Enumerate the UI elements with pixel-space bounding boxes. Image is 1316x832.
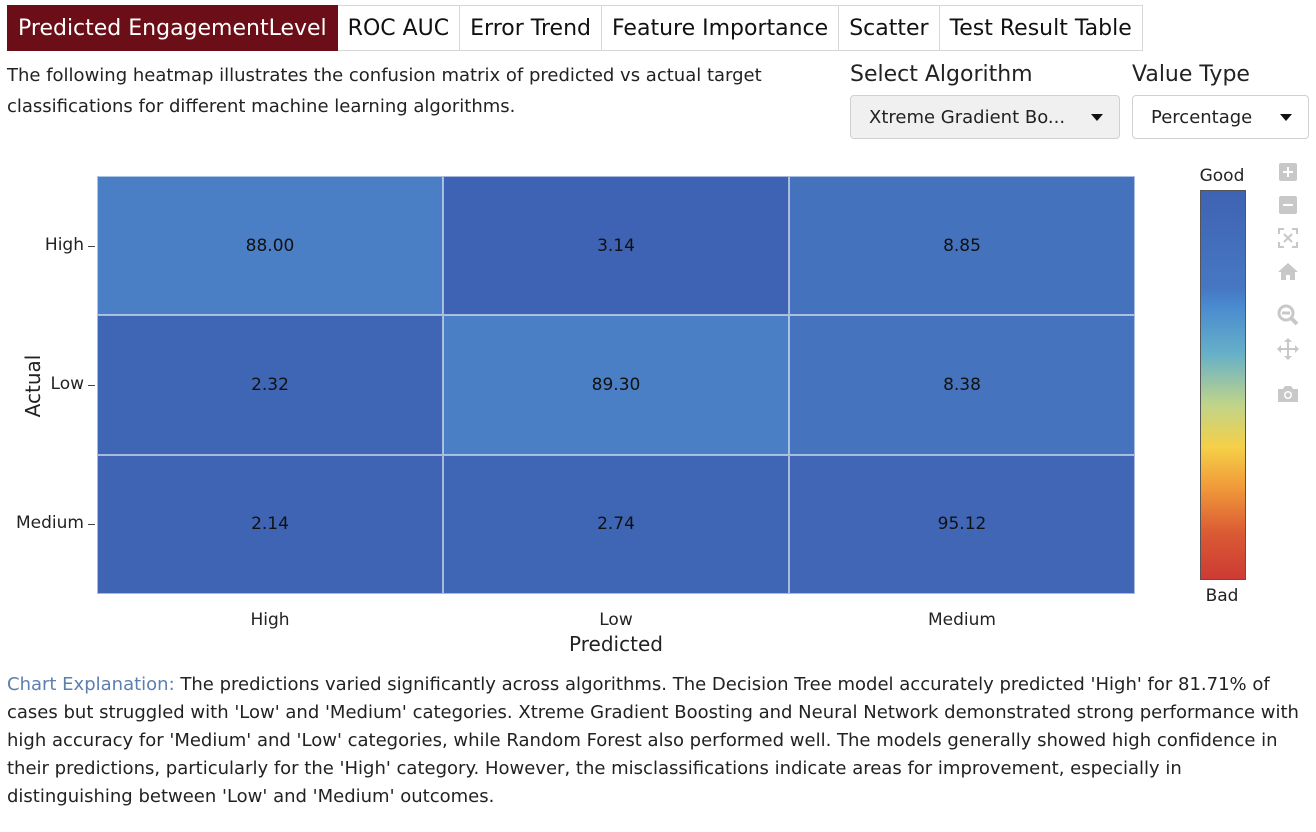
zoom-icon[interactable] [1276, 303, 1300, 327]
x-tick-label: Medium [928, 610, 996, 630]
tab-feature-importance[interactable]: Feature Importance [601, 5, 840, 51]
value-type-dropdown-value: Percentage [1151, 106, 1253, 128]
reset-axes-icon[interactable] [1276, 259, 1300, 283]
heatmap-cell-value: 2.14 [251, 514, 289, 535]
value-type-dropdown[interactable]: Percentage [1132, 95, 1309, 139]
chart-explanation: Chart Explanation: The predictions varie… [7, 671, 1307, 811]
colorbar-top-label: Good [1199, 166, 1245, 186]
heatmap-cell[interactable]: 8.38 [789, 315, 1135, 455]
tab-predicted-engagementlevel[interactable]: Predicted EngagementLevel [7, 5, 338, 51]
algorithm-dropdown[interactable]: Xtreme Gradient Bo... [850, 95, 1120, 139]
x-tick-label: Low [599, 610, 633, 630]
heatmap-cell[interactable]: 8.85 [789, 176, 1135, 316]
zoom-in-icon[interactable] [1276, 160, 1300, 184]
y-tick-mark [88, 524, 95, 526]
heatmap-cell-value: 3.14 [597, 235, 635, 256]
heatmap-cell-value: 8.85 [943, 235, 981, 256]
tab-error-trend[interactable]: Error Trend [460, 5, 602, 51]
y-tick-label: Low [50, 374, 84, 394]
y-tick-label: High [44, 234, 84, 255]
heatmap-cell[interactable]: 2.74 [443, 454, 789, 594]
heatmap-cell[interactable]: 2.32 [97, 315, 443, 455]
y-tick-mark [88, 385, 95, 386]
chart-explanation-lead: Chart Explanation: [7, 674, 175, 695]
select-algorithm-label: Select Algorithm [850, 62, 1033, 87]
y-tick-label: Medium [16, 513, 84, 534]
tab-scatter[interactable]: Scatter [839, 5, 940, 51]
heatmap-cell-value: 2.32 [251, 374, 289, 395]
autoscale-icon[interactable] [1276, 226, 1300, 250]
heatmap-cell-value: 89.30 [591, 374, 641, 395]
heatmap-cell[interactable]: 88.00 [97, 176, 443, 316]
heatmap-cell-value: 88.00 [245, 235, 295, 256]
heatmap-cell-value: 8.38 [943, 374, 981, 395]
heatmap-cell[interactable]: 89.30 [443, 315, 789, 455]
zoom-out-icon[interactable] [1276, 193, 1300, 217]
caret-down-icon [1280, 114, 1292, 121]
tab-bar: Predicted EngagementLevel ROC AUC Error … [7, 5, 1143, 51]
chart-explanation-text: The predictions varied significantly acr… [7, 674, 1299, 807]
value-type-label: Value Type [1132, 62, 1250, 87]
heatmap-cell-value: 2.74 [597, 514, 635, 535]
tab-roc-auc[interactable]: ROC AUC [337, 5, 461, 51]
camera-icon[interactable] [1276, 382, 1300, 406]
pan-icon[interactable] [1276, 337, 1300, 361]
algorithm-dropdown-value: Xtreme Gradient Bo... [869, 106, 1066, 128]
heatmap-cell[interactable]: 95.12 [789, 454, 1135, 594]
x-tick-label: High [250, 610, 290, 630]
caret-down-icon [1091, 114, 1103, 121]
heatmap-cell[interactable]: 2.14 [97, 454, 443, 594]
y-tick-mark [88, 245, 95, 247]
colorbar [1200, 190, 1246, 580]
x-axis-title: Predicted [569, 632, 663, 656]
heatmap-cell[interactable]: 3.14 [443, 176, 789, 316]
tab-test-result-table[interactable]: Test Result Table [939, 5, 1143, 51]
y-axis-title: Actual [21, 354, 45, 418]
confusion-matrix-heatmap[interactable]: 88.00 3.14 8.85 2.32 89.30 8.38 2.14 2.74 95.12 [97, 176, 1135, 594]
heatmap-cell-value: 95.12 [937, 514, 987, 535]
intro-text: The following heatmap illustrates the co… [7, 65, 762, 117]
colorbar-bottom-label: Bad [1205, 586, 1239, 606]
